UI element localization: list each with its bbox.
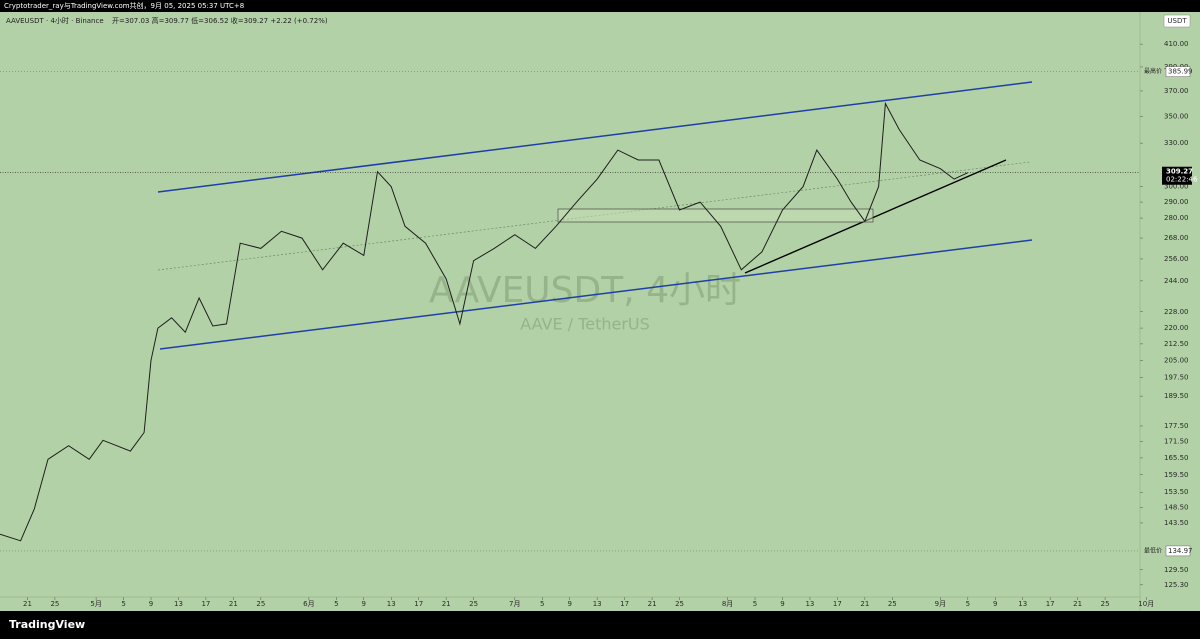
x-tick-label: 8月 (722, 600, 733, 608)
ohlc: 开=307.03 高=309.77 低=306.52 收=309.27 +2.2… (112, 16, 328, 25)
y-tick-label: 330.00 (1164, 139, 1189, 147)
x-tick-label: 21 (229, 600, 238, 608)
x-tick-label: 5 (121, 600, 125, 608)
x-tick-label: 21 (23, 600, 32, 608)
watermark: AAVEUSDT, 4小时 (429, 270, 741, 311)
chart-area (0, 12, 1200, 611)
currency[interactable]: USDT (1167, 17, 1187, 25)
y-tick-label: 153.50 (1164, 488, 1189, 496)
x-tick-label: 5 (540, 600, 544, 608)
brand: TradingView (9, 618, 85, 631)
y-tick-label: 290.00 (1164, 198, 1189, 206)
high-badge (1165, 66, 1191, 77)
low-value: 134.97 (1168, 547, 1193, 555)
x-tick-label: 25 (888, 600, 897, 608)
x-tick-label: 9 (567, 600, 571, 608)
y-tick-label: 177.50 (1164, 422, 1189, 430)
y-tick-label: 189.50 (1164, 392, 1189, 400)
y-tick-label: 370.00 (1164, 87, 1189, 95)
x-tick-label: 25 (1101, 600, 1110, 608)
y-tick-label: 410.00 (1164, 40, 1189, 48)
x-tick-label: 13 (387, 600, 396, 608)
x-tick-label: 9 (149, 600, 153, 608)
y-tick-label: 212.50 (1164, 340, 1189, 348)
trendline (744, 159, 1007, 274)
x-tick-label: 5 (753, 600, 757, 608)
y-tick-label: 205.00 (1164, 356, 1189, 364)
x-tick-label: 13 (805, 600, 814, 608)
x-tick-label: 21 (648, 600, 657, 608)
last-value: 309.27 (1166, 168, 1193, 176)
x-tick-label: 25 (675, 600, 684, 608)
y-tick-label: 148.50 (1164, 503, 1189, 511)
y-tick-label: 280.00 (1164, 214, 1189, 222)
y-tick-label: 129.50 (1164, 566, 1189, 574)
x-tick-label: 17 (833, 600, 842, 608)
y-tick-label: 350.00 (1164, 112, 1189, 120)
x-tick-label: 25 (256, 600, 265, 608)
x-tick-label: 5月 (90, 600, 101, 608)
x-tick-label: 21 (860, 600, 869, 608)
x-tick-label: 13 (593, 600, 602, 608)
y-tick-label: 268.00 (1164, 234, 1189, 242)
x-tick-label: 9 (993, 600, 997, 608)
high-label: 最高价 (1144, 67, 1162, 75)
x-tick-label: 9 (780, 600, 784, 608)
y-tick-label: 125.30 (1164, 581, 1189, 589)
x-tick-label: 7月 (509, 600, 520, 608)
x-tick-label: 9月 (935, 600, 946, 608)
x-tick-label: 5 (966, 600, 970, 608)
x-tick-label: 17 (620, 600, 629, 608)
x-tick-label: 9 (362, 600, 366, 608)
x-tick-label: 13 (1018, 600, 1027, 608)
channel-lower (159, 239, 1033, 350)
x-tick-label: 17 (1046, 600, 1055, 608)
zone-box (557, 208, 874, 223)
x-tick-label: 21 (1073, 600, 1082, 608)
y-tick-label: 143.50 (1164, 519, 1189, 527)
y-tick-label: 171.50 (1164, 438, 1189, 446)
x-tick-label: 10月 (1138, 600, 1154, 608)
top-bar (0, 0, 1200, 12)
drawings (157, 81, 1033, 350)
countdown: 02:22:46 (1166, 176, 1198, 184)
x-tick-label: 13 (174, 600, 183, 608)
credit: Cryptotrader_ray与TradingView.com共创，9月 05… (4, 1, 244, 10)
x-tick-label: 6月 (303, 600, 314, 608)
x-tick-label: 21 (442, 600, 451, 608)
price-line (0, 101, 969, 542)
currency-box[interactable] (1163, 14, 1191, 28)
low-badge (1165, 545, 1191, 557)
bottom-bar (0, 611, 1200, 639)
watermark-sub: AAVE / TetherUS (520, 315, 650, 334)
low-label: 最低价 (1144, 546, 1162, 554)
x-tick-label: 25 (50, 600, 59, 608)
y-tick-label: 228.00 (1164, 308, 1189, 316)
y-tick-label: 220.00 (1164, 324, 1189, 332)
x-tick-label: 17 (414, 600, 423, 608)
y-tick-label: 256.00 (1164, 255, 1189, 263)
symbol: AAVEUSDT · 4小时 · Binance (6, 16, 104, 25)
channel-mid (157, 161, 1031, 271)
x-tick-label: 5 (334, 600, 338, 608)
y-tick-label: 244.00 (1164, 277, 1189, 285)
last-badge (1162, 166, 1192, 185)
x-tick-label: 25 (469, 600, 478, 608)
y-tick-label: 197.50 (1164, 373, 1189, 381)
y-tick-label: 159.50 (1164, 471, 1189, 479)
high-value: 385.99 (1168, 68, 1193, 76)
x-tick-label: 17 (201, 600, 210, 608)
channel-upper (157, 81, 1033, 193)
y-tick-label: 165.50 (1164, 454, 1189, 462)
y-tick-label: 300.00 (1164, 183, 1189, 191)
